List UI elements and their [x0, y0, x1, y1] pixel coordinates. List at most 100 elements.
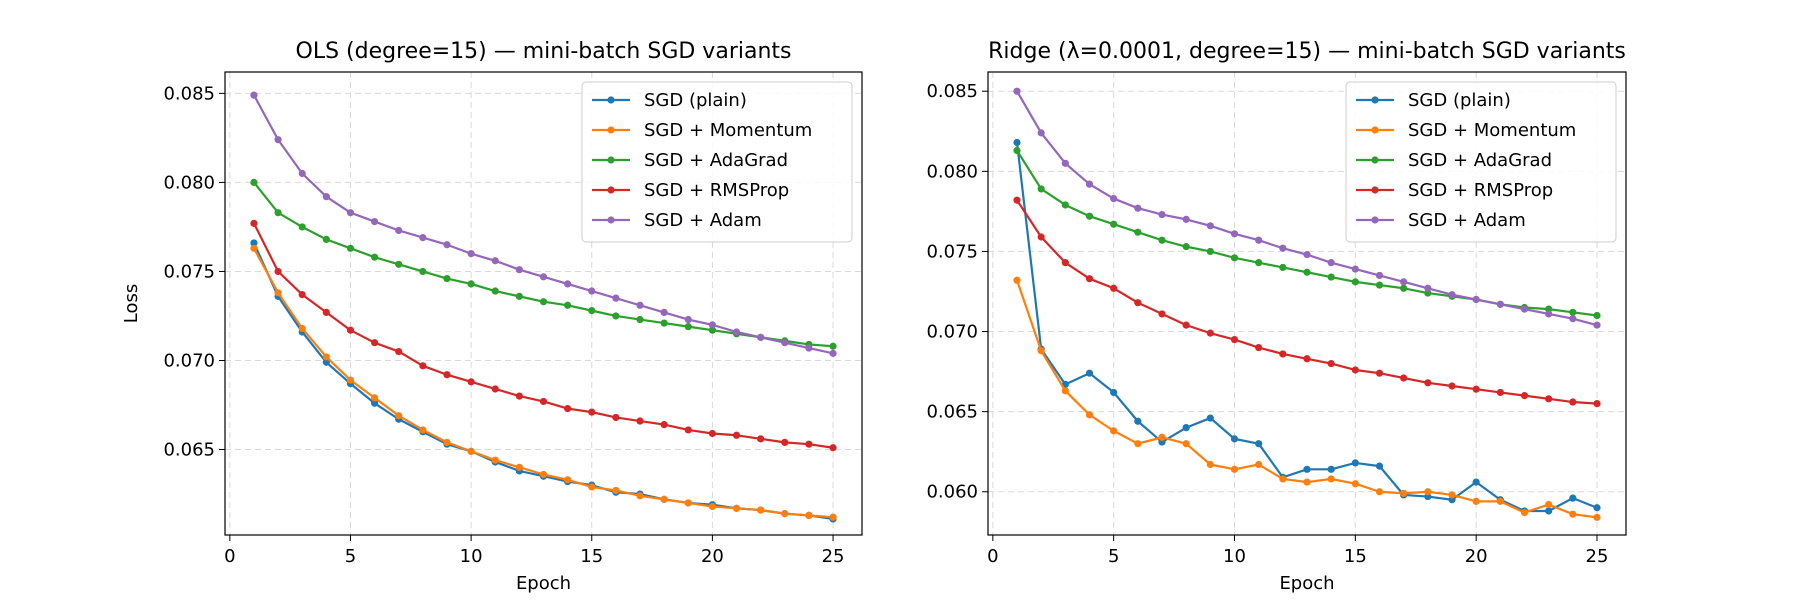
- x-axis-label: Epoch: [516, 573, 571, 594]
- legend-swatch-marker: [607, 216, 615, 224]
- data-point: [1182, 243, 1190, 251]
- data-point: [684, 323, 692, 331]
- data-point: [732, 504, 741, 512]
- data-point: [1110, 388, 1118, 397]
- data-point: [757, 435, 765, 443]
- data-point: [539, 397, 548, 406]
- data-point: [1593, 400, 1601, 408]
- data-point: [612, 486, 620, 495]
- legend-swatch-marker: [1371, 156, 1379, 164]
- data-point: [1472, 385, 1480, 393]
- legend-swatch-marker: [607, 156, 615, 164]
- data-point: [539, 273, 548, 281]
- data-point: [274, 267, 282, 276]
- legend: SGD (plain) SGD + Momentum SGD + AdaGrad SG…: [581, 81, 853, 243]
- data-point: [829, 342, 837, 350]
- y-axis-label: Loss: [121, 284, 142, 323]
- data-point: [1496, 497, 1504, 505]
- data-point: [588, 408, 596, 416]
- data-point: [781, 510, 789, 518]
- data-point: [829, 349, 837, 357]
- data-point: [1520, 508, 1529, 517]
- data-point: [757, 333, 765, 341]
- data-point: [1375, 281, 1384, 289]
- axes-frame: [224, 71, 863, 536]
- legend-label: SGD + AdaGrad: [644, 150, 788, 171]
- y-tick-label: 0.070: [163, 350, 215, 371]
- data-point: [443, 371, 451, 379]
- data-point: [829, 444, 837, 452]
- legend-label: SGD + AdaGrad: [1408, 150, 1552, 171]
- legend-label: SGD + Momentum: [1408, 120, 1576, 141]
- data-point: [1593, 311, 1601, 320]
- data-point: [491, 287, 499, 295]
- data-point: [1013, 138, 1021, 147]
- data-point: [588, 307, 596, 315]
- data-point: [612, 413, 620, 422]
- data-point: [684, 315, 692, 324]
- data-point: [250, 219, 258, 227]
- data-point: [1255, 259, 1263, 267]
- data-point: [419, 362, 427, 370]
- data-point: [1569, 510, 1577, 518]
- data-point: [298, 169, 306, 178]
- data-point: [564, 301, 572, 309]
- data-point: [1424, 379, 1432, 387]
- legend-label: SGD + Momentum: [644, 120, 812, 141]
- chart-title: Ridge (λ=0.0001, degree=15) — mini-batch…: [988, 39, 1626, 64]
- data-point: [1182, 321, 1190, 329]
- legend-swatch-marker: [607, 126, 615, 134]
- y-tick-label: 0.060: [926, 482, 978, 503]
- legend-swatch-marker: [607, 96, 615, 104]
- data-point: [250, 91, 258, 99]
- data-point: [1375, 488, 1384, 496]
- data-point: [1085, 212, 1094, 220]
- y-tick-label: 0.075: [163, 261, 215, 282]
- data-point: [419, 234, 427, 242]
- data-point: [1134, 228, 1142, 236]
- data-point: [370, 253, 379, 261]
- data-point: [732, 431, 741, 439]
- data-point: [467, 280, 475, 288]
- x-tick-label: 15: [1344, 546, 1367, 567]
- data-point: [1472, 497, 1480, 505]
- data-point: [298, 223, 306, 231]
- data-point: [588, 483, 596, 491]
- data-point: [1303, 268, 1311, 276]
- data-point: [539, 298, 548, 306]
- data-point: [1448, 291, 1456, 299]
- data-point: [1375, 462, 1384, 470]
- data-point: [1134, 440, 1142, 448]
- legend-label: SGD (plain): [644, 90, 747, 111]
- data-point: [1182, 215, 1190, 223]
- data-point: [1327, 475, 1335, 483]
- data-point: [1158, 236, 1166, 244]
- legend-label: SGD + Adam: [1408, 210, 1526, 231]
- data-point: [1110, 427, 1118, 435]
- data-point: [370, 399, 379, 407]
- data-point: [1085, 369, 1094, 377]
- y-tick-label: 0.075: [926, 241, 978, 262]
- data-point: [322, 235, 330, 243]
- data-point: [1472, 478, 1480, 486]
- data-point: [636, 315, 644, 324]
- data-point: [419, 267, 427, 276]
- data-point: [1472, 295, 1480, 304]
- data-point: [732, 328, 741, 336]
- legend-label: SGD + RMSProp: [644, 180, 789, 201]
- data-point: [1013, 146, 1021, 155]
- data-point: [1134, 204, 1142, 212]
- data-point: [684, 426, 692, 434]
- x-tick-label: 0: [987, 546, 998, 567]
- x-tick-label: 0: [224, 546, 235, 567]
- data-point: [1520, 305, 1529, 313]
- data-point: [298, 324, 306, 333]
- data-point: [274, 289, 282, 297]
- data-point: [805, 511, 813, 520]
- data-point: [1496, 300, 1504, 308]
- data-point: [1182, 424, 1190, 432]
- data-point: [1400, 284, 1408, 292]
- legend: SGD (plain) SGD + Momentum SGD + AdaGrad SG…: [1345, 81, 1617, 243]
- data-point: [660, 420, 668, 429]
- data-point: [1255, 343, 1263, 352]
